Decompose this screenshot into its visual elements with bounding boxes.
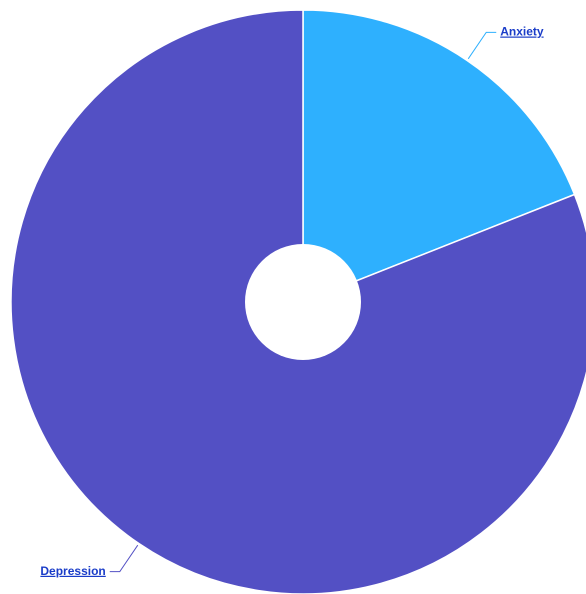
leader-line xyxy=(109,544,139,573)
pie-slice xyxy=(302,9,576,304)
slice-label[interactable]: Anxiety xyxy=(500,25,544,39)
slice-label[interactable]: Depression xyxy=(40,564,105,578)
leader-line xyxy=(467,31,497,60)
donut-hole xyxy=(245,244,361,360)
